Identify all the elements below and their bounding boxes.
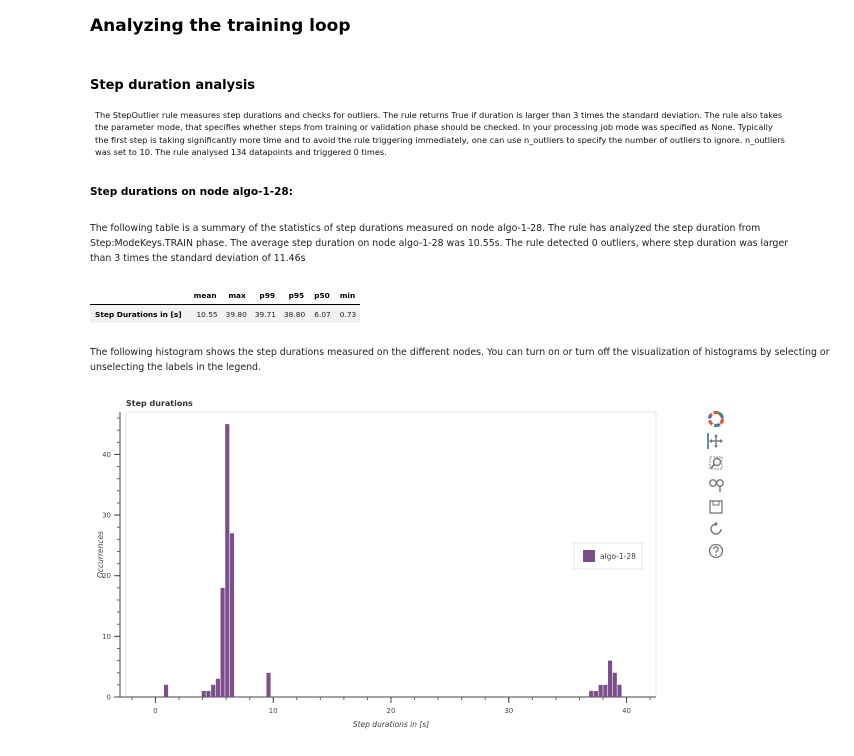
- legend-swatch: [583, 550, 595, 562]
- x-tick-label: 30: [504, 707, 513, 715]
- histogram-bar: [603, 684, 608, 697]
- intro-paragraph: The StepOutlier rule measures step durat…: [95, 110, 785, 158]
- x-tick-label: 40: [622, 707, 631, 715]
- plot-frame: [125, 411, 657, 698]
- histogram-bar: [201, 690, 206, 697]
- stat-value: 39.80: [225, 310, 247, 319]
- x-axis-label: Step durations in [s]: [353, 720, 429, 729]
- chart-legend[interactable]: algo-1-28: [573, 542, 643, 570]
- histogram-bar: [215, 678, 220, 697]
- histogram-intro-paragraph: The following histogram shows the step d…: [90, 347, 830, 373]
- histogram-bar: [612, 672, 617, 697]
- y-tick-label: 30: [102, 512, 111, 520]
- x-tick-label: 0: [153, 707, 157, 715]
- histogram-bar: [225, 424, 230, 697]
- stat-value: 38.80: [283, 310, 306, 319]
- page-title: Analyzing the training loop: [90, 16, 351, 36]
- col-header: max: [221, 288, 251, 305]
- histogram-bar: [266, 672, 271, 697]
- pan-icon[interactable]: [707, 432, 725, 450]
- stat-value: 10.55: [196, 310, 218, 319]
- help-icon[interactable]: [707, 542, 725, 560]
- col-header: p99: [250, 288, 280, 305]
- histogram-bar: [608, 660, 613, 697]
- chart-title: Step durations: [126, 399, 193, 408]
- histogram-bar: [589, 690, 594, 697]
- histogram-bar: [593, 690, 598, 697]
- y-tick-label: 0: [107, 694, 111, 702]
- stats-table: mean max p99 p95 p50 min Step Durations …: [90, 288, 361, 323]
- stat-value: 0.73: [339, 310, 357, 319]
- stats-corner-cell: [90, 288, 189, 305]
- node-heading: Step durations on node algo-1-28:: [90, 186, 293, 198]
- save-icon[interactable]: [707, 498, 725, 516]
- row-label: Step Durations in [s]: [95, 310, 182, 319]
- summary-paragraph: The following table is a summary of the …: [90, 223, 789, 264]
- col-header: min: [334, 288, 361, 305]
- x-tick-label: 20: [387, 707, 396, 715]
- histogram-bar: [598, 684, 603, 697]
- histogram-bar: [206, 690, 211, 697]
- stat-value: 39.71: [254, 310, 276, 319]
- stat-value: 6.07: [314, 310, 331, 319]
- stats-header-row: mean max p99 p95 p50 min: [90, 288, 361, 305]
- histogram-chart[interactable]: 0 10 20 30 40 0 10 20 30 40 Step durations in [s] O…: [88, 405, 668, 735]
- col-header: mean: [188, 288, 222, 305]
- section-title: Step duration analysis: [90, 78, 256, 93]
- histogram-bar: [211, 684, 216, 697]
- histogram-bar: [163, 684, 169, 697]
- x-tick-label: 10: [269, 707, 278, 715]
- histogram-bar: [229, 533, 235, 697]
- chart-toolbar: [705, 410, 727, 564]
- y-axis-label: Occurrences: [96, 531, 105, 578]
- y-tick-label: 10: [102, 633, 111, 641]
- histogram-bar: [617, 684, 622, 697]
- table-row: Step Durations in [s] 10.55 39.80 39.71 …: [90, 304, 361, 323]
- y-tick-label: 40: [102, 451, 111, 459]
- box-zoom-icon[interactable]: [707, 454, 725, 472]
- reset-icon[interactable]: [707, 520, 725, 538]
- col-header: p50: [309, 288, 335, 305]
- histogram-bar: [220, 587, 225, 697]
- wheel-zoom-icon[interactable]: [707, 476, 725, 494]
- legend-item[interactable]: algo-1-28: [600, 552, 636, 561]
- bokeh-logo-icon[interactable]: [707, 410, 725, 428]
- y-tick-label: 20: [102, 572, 111, 580]
- col-header: p95: [279, 288, 310, 305]
